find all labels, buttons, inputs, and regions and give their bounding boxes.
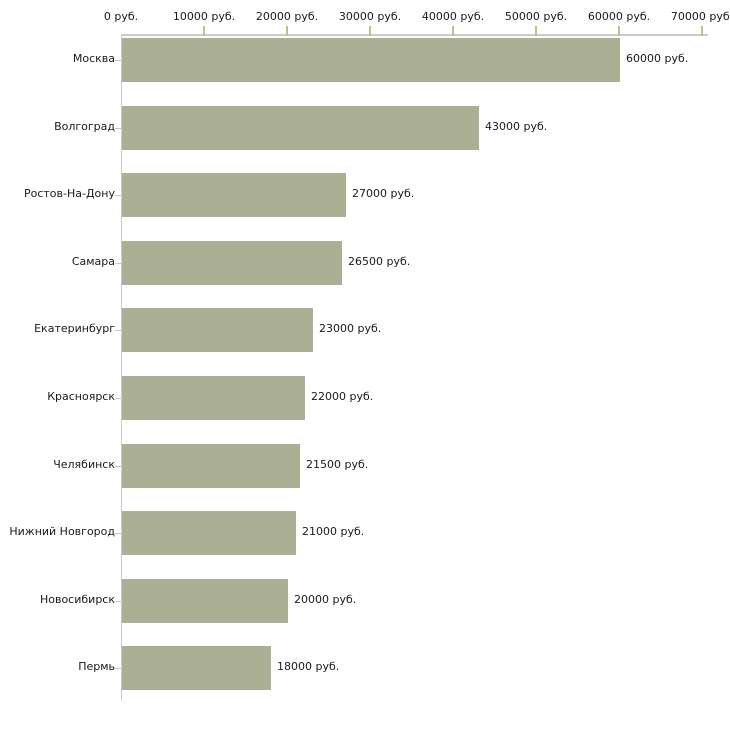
x-axis-tick-mark (701, 26, 703, 36)
bar-value-label: 20000 руб. (294, 592, 357, 606)
x-axis-tick-label: 10000 руб. (172, 10, 236, 23)
bar-value-label: 21500 руб. (306, 457, 369, 471)
bar (122, 646, 271, 691)
category-tick-mark (115, 128, 121, 129)
bar (122, 240, 342, 285)
category-tick-mark (115, 60, 121, 61)
category-label: Нижний Новгород (9, 525, 115, 539)
x-axis-tick-label: 20000 руб. (255, 10, 319, 23)
category-tick-mark (115, 601, 121, 602)
bar-value-label: 22000 руб. (311, 390, 374, 403)
y-axis-line (121, 34, 122, 701)
x-axis-tick-label: 60000 руб. (587, 10, 651, 23)
bar (122, 308, 313, 353)
bar-value-label: 43000 руб. (485, 119, 548, 133)
x-axis-tick-label: 40000 руб. (421, 10, 485, 23)
category-label: Самара (71, 254, 115, 268)
x-axis-line (121, 34, 708, 36)
x-axis-tick-mark (369, 26, 371, 36)
x-axis-tick-label: 70000 руб. (670, 10, 730, 23)
category-tick-mark (115, 466, 121, 467)
bar (122, 511, 296, 556)
bar (122, 105, 479, 150)
bar (122, 38, 620, 82)
category-tick-mark (115, 533, 121, 534)
category-tick-mark (115, 195, 121, 196)
x-axis-tick-mark (452, 26, 454, 36)
category-label: Пермь (78, 660, 115, 674)
category-label: Москва (72, 52, 115, 65)
category-label: Новосибирск (39, 592, 115, 606)
bar-value-label: 60000 руб. (626, 52, 689, 65)
bar (122, 443, 300, 488)
x-axis-tick-label: 50000 руб. (504, 10, 568, 23)
category-tick-mark (115, 263, 121, 264)
category-tick-mark (115, 668, 121, 669)
bar-value-label: 23000 руб. (319, 322, 382, 336)
category-tick-mark (115, 398, 121, 399)
bar-value-label: 26500 руб. (348, 254, 411, 268)
category-label: Волгоград (54, 119, 115, 133)
category-label: Ростов-На-Дону (23, 187, 115, 201)
bar-value-label: 18000 руб. (277, 660, 340, 674)
x-axis-tick-mark (618, 26, 620, 36)
bar-value-label: 21000 руб. (302, 525, 365, 539)
category-label: Челябинск (53, 457, 115, 471)
x-axis-tick-mark (286, 26, 288, 36)
bar-value-label: 27000 руб. (352, 187, 415, 201)
bar (122, 578, 288, 623)
x-axis-tick-label: 30000 руб. (338, 10, 402, 23)
x-axis-tick-mark (535, 26, 537, 36)
category-tick-mark (115, 330, 121, 331)
x-axis-tick-label: 0 руб. (103, 10, 139, 23)
category-label: Екатеринбург (34, 322, 115, 336)
category-label: Красноярск (47, 390, 115, 403)
x-axis-tick-mark (203, 26, 205, 36)
bar (122, 173, 346, 218)
bar (122, 376, 305, 420)
